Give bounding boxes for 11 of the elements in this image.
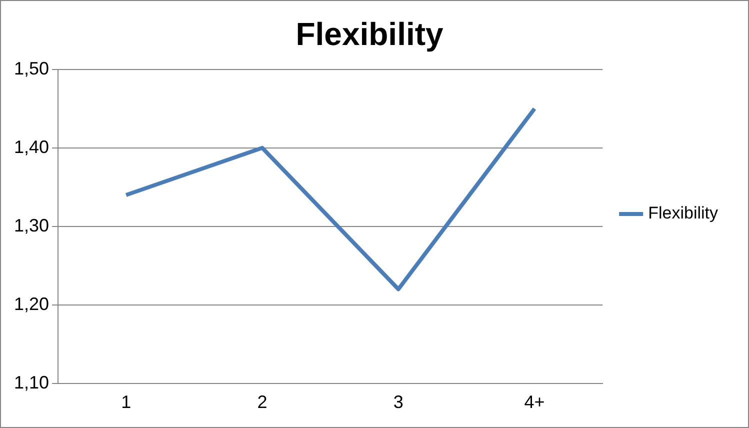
x-tick-label: 2	[257, 392, 268, 412]
chart-title: Flexibility	[296, 16, 444, 52]
y-tick-label: 1,10	[14, 372, 50, 392]
legend-label: Flexibility	[648, 204, 718, 223]
y-tick-label: 1,40	[14, 136, 50, 157]
x-tick-label: 4+	[524, 392, 545, 412]
y-tick-label: 1,30	[14, 215, 50, 236]
x-tick-label: 3	[393, 392, 404, 412]
y-tick-label: 1,50	[14, 58, 50, 78]
x-tick-label: 1	[121, 392, 132, 412]
y-tick-label: 1,20	[14, 294, 50, 314]
